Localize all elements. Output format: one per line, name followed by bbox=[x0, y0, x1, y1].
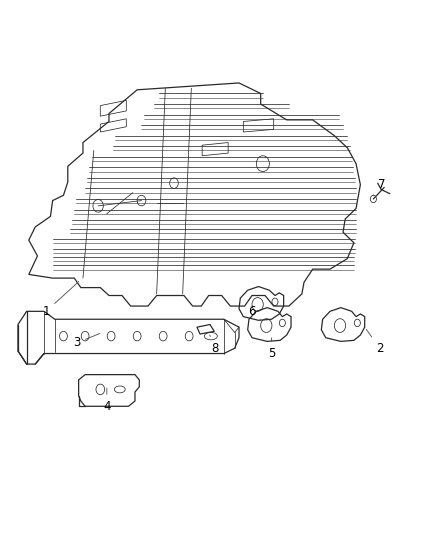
Text: 7: 7 bbox=[373, 178, 385, 195]
Text: 3: 3 bbox=[73, 334, 100, 350]
Text: 6: 6 bbox=[248, 305, 260, 319]
Text: 2: 2 bbox=[365, 329, 383, 355]
Text: 1: 1 bbox=[42, 281, 78, 318]
Text: 5: 5 bbox=[267, 338, 275, 360]
Text: 4: 4 bbox=[103, 388, 110, 413]
Text: 8: 8 bbox=[209, 335, 219, 355]
